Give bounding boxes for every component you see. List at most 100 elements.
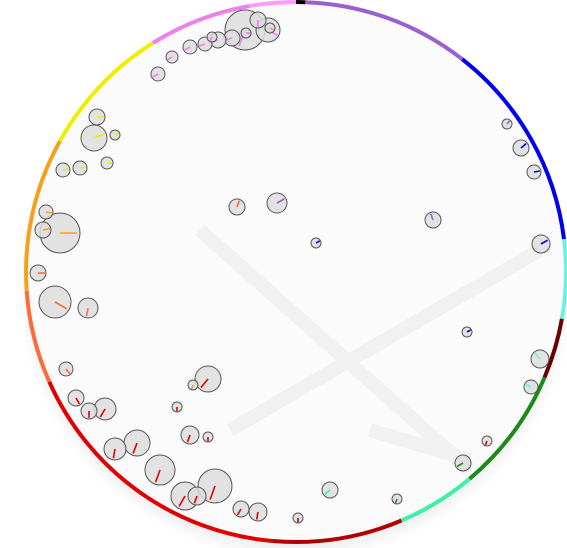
ring-arc [24, 290, 52, 383]
bubble [187, 486, 207, 506]
ring-arc [47, 380, 273, 543]
bubble-tick [520, 142, 527, 149]
bubble [249, 11, 267, 29]
background-spoke [195, 224, 475, 476]
bubble [223, 29, 241, 47]
bubble [321, 481, 339, 499]
bubble-tick [276, 198, 285, 204]
bubble [206, 31, 218, 43]
bubble [72, 160, 88, 176]
bubble-tick [65, 368, 71, 375]
bubble [88, 108, 106, 126]
bubble [165, 50, 179, 64]
color-ring [24, 0, 567, 544]
bubble [264, 22, 276, 34]
ring-arc [305, 0, 464, 61]
bubble-tick [525, 383, 532, 388]
bubble [461, 326, 473, 338]
bubble [34, 221, 52, 239]
ring-arc [24, 140, 62, 291]
ring-arc [248, 0, 297, 9]
bubble-tick [93, 133, 105, 139]
background-spokes [195, 224, 544, 476]
bubble [55, 162, 71, 178]
bubble-tick [154, 469, 161, 483]
bubble-tick [99, 408, 106, 418]
bubble-tick [394, 498, 398, 504]
bubble [501, 118, 513, 130]
bubble-tick [114, 132, 120, 136]
bubble [424, 211, 442, 229]
ring-arc [468, 376, 547, 481]
bubble-tick [112, 448, 116, 459]
ring-arc [151, 4, 250, 45]
bubble-tick [236, 508, 242, 516]
bubble-tick [190, 384, 194, 390]
bubble [150, 66, 166, 82]
bubble-tick [269, 27, 275, 31]
bubble-tick [209, 485, 216, 500]
bubble [171, 401, 183, 413]
ring-arc [542, 318, 564, 379]
bubble-tick [42, 228, 50, 231]
bubble-tick [429, 213, 434, 221]
bubble [292, 512, 304, 524]
bubble-tick [193, 495, 198, 504]
bubble-tick [456, 462, 464, 468]
bubble-tick [534, 352, 541, 360]
bubble-tick [533, 170, 541, 173]
bubble [100, 156, 114, 170]
bubble [248, 502, 268, 522]
bubble [58, 361, 74, 377]
bubble [512, 139, 530, 157]
bubble-tick [178, 495, 186, 507]
bubble [144, 454, 176, 486]
bubble-tick [62, 168, 70, 171]
bubble [38, 204, 54, 220]
bubble-tick [540, 239, 548, 245]
bubble [77, 297, 99, 319]
bubble-tick [324, 489, 331, 496]
bubble-tick [200, 378, 209, 389]
bubble-tick [199, 43, 206, 47]
bubble-tick [75, 397, 81, 405]
bubble-tick [85, 307, 89, 317]
bubble [391, 493, 403, 505]
bubble-tick [45, 211, 53, 214]
bubble [197, 468, 233, 504]
bubble [266, 192, 288, 214]
bubble-tick [209, 36, 213, 42]
bubble [454, 454, 472, 472]
plot-disc [26, 2, 566, 542]
bubble-tick [132, 442, 138, 454]
bubble [232, 500, 250, 518]
bubble [523, 379, 539, 395]
bubble [109, 129, 121, 141]
bubble-tick [152, 73, 159, 78]
bubble-circle [248, 502, 268, 522]
bubble-tick [54, 301, 68, 310]
bubble-tick [506, 120, 511, 125]
bubble-tick [255, 511, 259, 520]
bubble-tick [466, 329, 472, 333]
bubble-tick [315, 240, 321, 244]
ring-arc [58, 41, 154, 143]
bubble [187, 379, 199, 391]
bubble [182, 39, 198, 55]
bubble [202, 431, 214, 443]
ring-arc [460, 57, 566, 240]
ring-arc [272, 518, 403, 544]
bubble-tick [184, 46, 191, 51]
bubble [80, 124, 108, 152]
bubble [240, 27, 252, 39]
bubble [39, 212, 81, 254]
bubble [38, 285, 72, 319]
bubble [103, 437, 127, 461]
bubble-tick [484, 440, 488, 446]
bubble [80, 402, 98, 420]
bubble-layer [29, 9, 551, 524]
background-spoke [226, 243, 544, 437]
bubble [481, 435, 493, 447]
